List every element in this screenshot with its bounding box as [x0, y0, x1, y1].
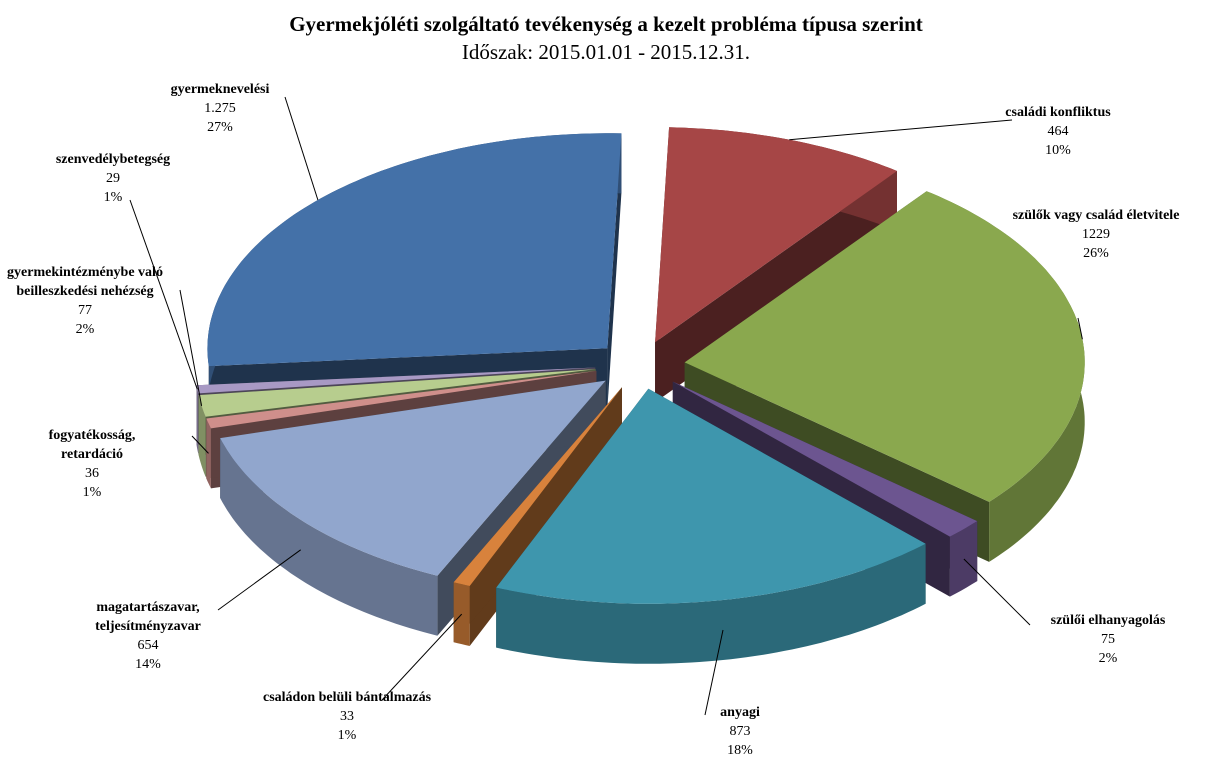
slice-side	[949, 521, 978, 597]
slice	[207, 133, 622, 367]
slice	[198, 369, 596, 417]
label-name: gyermeknevelési	[170, 82, 270, 97]
label-value: 29	[106, 171, 120, 186]
data-label: családi konfliktus 464 10%	[1005, 103, 1110, 160]
leader-line	[381, 613, 463, 701]
data-label: magatartászavar, teljesítményzavar 654 14%	[78, 598, 218, 674]
label-name: fogyatékosság, retardáció	[48, 428, 136, 462]
chart-title: Gyermekjóléti szolgáltató tevékenység a …	[289, 12, 923, 36]
slice	[496, 388, 926, 604]
slice-side	[496, 543, 926, 664]
slice-side	[220, 438, 438, 636]
label-value: 1229	[1082, 227, 1110, 242]
slice-side	[206, 418, 211, 489]
label-percent: 1%	[337, 728, 357, 743]
label-value: 33	[340, 709, 354, 724]
slice	[672, 381, 978, 537]
label-name: anyagi	[720, 705, 760, 720]
data-label: gyermekintézménybe való beilleszkedési n…	[5, 263, 165, 339]
slice-side	[196, 385, 199, 454]
label-value: 464	[1047, 124, 1069, 139]
label-value: 654	[137, 638, 159, 653]
leader-line	[129, 199, 198, 390]
leader-line	[191, 435, 209, 454]
label-name: szenvedélybetegség	[55, 152, 171, 167]
label-percent: 26%	[1083, 246, 1109, 261]
slice-side	[453, 387, 622, 643]
label-name: magatartászavar, teljesítményzavar	[95, 600, 201, 634]
data-label: szenvedélybetegség 29 1%	[56, 150, 170, 207]
label-percent: 2%	[75, 322, 95, 337]
leader-line	[704, 629, 724, 716]
label-value: 36	[85, 466, 99, 481]
leader-line	[179, 289, 203, 406]
label-name: szülői elhanyagolás	[1050, 613, 1166, 628]
leader-line	[963, 558, 1031, 626]
data-label: gyermeknevelési 1.275 27%	[171, 80, 270, 137]
leader-line	[789, 119, 1013, 141]
label-percent: 2%	[1098, 651, 1118, 666]
chart-subtitle: Időszak: 2015.01.01 - 2015.12.31.	[461, 40, 751, 64]
label-name: családon belüli bántalmazás	[262, 690, 432, 705]
label-value: 77	[78, 303, 92, 318]
data-label: szülők vagy család életvitele 1229 26%	[1013, 206, 1180, 263]
label-percent: 10%	[1045, 143, 1071, 158]
label-name: szülők vagy család életvitele	[1012, 208, 1180, 223]
label-name: családi konfliktus	[1005, 105, 1111, 120]
slice	[196, 367, 596, 394]
slice	[453, 387, 622, 586]
data-label: családon belüli bántalmazás 33 1%	[263, 688, 431, 745]
label-value: 873	[729, 724, 751, 739]
slice-side	[607, 133, 622, 409]
slice	[220, 380, 606, 576]
slice	[655, 127, 897, 343]
label-percent: 1%	[82, 485, 102, 500]
label-value: 75	[1101, 632, 1115, 647]
leader-line	[217, 549, 301, 611]
label-percent: 1%	[103, 190, 123, 205]
label-percent: 18%	[727, 743, 753, 758]
data-label: anyagi 873 18%	[720, 703, 760, 760]
label-name: gyermekintézménybe való beilleszkedési n…	[7, 265, 163, 299]
data-label: fogyatékosság, retardáció 36 1%	[32, 426, 152, 502]
slice	[206, 370, 597, 429]
slice	[684, 191, 1085, 502]
leader-line	[1077, 317, 1083, 340]
label-percent: 14%	[135, 657, 161, 672]
label-percent: 27%	[207, 120, 233, 135]
slice-side	[198, 395, 206, 477]
leader-line	[284, 96, 319, 201]
label-value: 1.275	[204, 101, 236, 116]
data-label: szülői elhanyagolás 75 2%	[1051, 611, 1166, 668]
